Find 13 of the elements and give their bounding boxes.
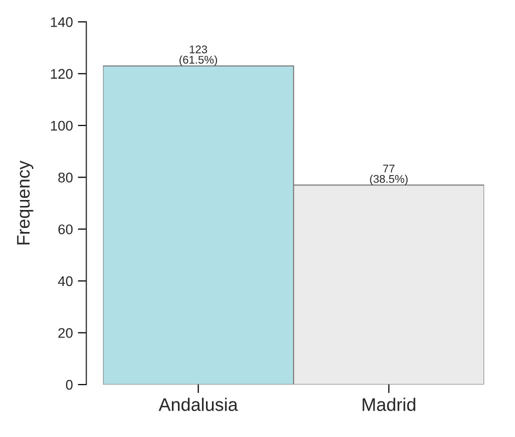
y-tick-label: 60 [58,224,73,234]
y-tick-label: 80 [58,172,73,182]
data-label: 77 (38.5%) [370,164,408,186]
x-tick-label: Andalusia [158,398,238,412]
y-tick-label: 100 [51,120,73,131]
y-tick-label: 40 [58,276,73,286]
y-tick-label: 20 [58,328,73,338]
x-tick-label: Madrid [362,398,416,412]
y-tick-label: 120 [51,69,73,79]
y-tick-label: 140 [51,17,73,28]
data-label: 123 (61.5%) [180,45,218,66]
y-tick-label: 0 [66,380,73,390]
y-axis-title: Frequency [17,160,34,244]
